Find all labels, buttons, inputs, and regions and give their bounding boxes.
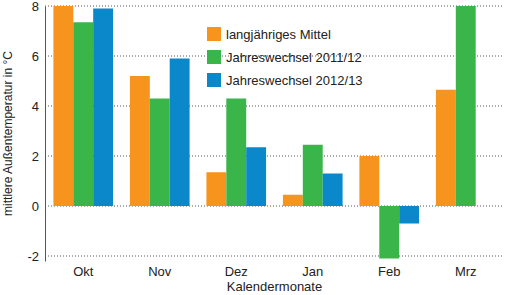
y-tick-label: 2 — [32, 149, 39, 164]
x-tick-label: Dez — [225, 264, 248, 279]
bar — [379, 206, 399, 259]
x-tick-label: Jan — [302, 264, 323, 279]
x-axis-line — [46, 261, 505, 262]
y-tick-label: 4 — [32, 99, 39, 114]
grid-line — [45, 206, 504, 207]
legend-item: Jahreswechsel 2012/13 — [207, 73, 363, 88]
chart: -2 0 2 4 6 8 Okt Nov Dez Jan Feb Mrz Kalendermonate m… — [0, 0, 506, 295]
y-tick-label: 8 — [32, 0, 39, 14]
y-tick-label: 6 — [32, 49, 39, 64]
x-tick-label: Okt — [73, 264, 94, 279]
x-axis: Okt Nov Dez Jan Feb Mrz — [46, 261, 505, 279]
bar — [93, 9, 113, 207]
grid-line — [45, 256, 504, 257]
legend-label: Jahreswechsel 2012/13 — [226, 73, 363, 88]
y-tick: 0 — [32, 199, 45, 214]
x-axis-title: Kalendermonate — [227, 279, 322, 294]
bar — [436, 90, 456, 206]
legend-item: Jahreswechsel 2011/12 — [207, 50, 362, 65]
y-tick: 4 — [32, 99, 45, 114]
x-tick: Mrz — [455, 261, 477, 279]
bar — [226, 99, 246, 207]
legend-swatch — [207, 73, 221, 87]
legend-label: Jahreswechsel 2011/12 — [226, 50, 362, 65]
x-tick-label: Feb — [378, 264, 400, 279]
y-axis: -2 0 2 4 6 8 — [27, 0, 45, 264]
y-tick: 6 — [32, 49, 45, 64]
bar — [130, 76, 150, 206]
legend: langjähriges Mittel Jahreswechsel 2011/12… — [207, 27, 363, 88]
y-axis-line — [45, 7, 46, 262]
legend-swatch — [207, 27, 221, 41]
x-tick: Dez — [225, 261, 248, 279]
bar — [359, 156, 379, 206]
legend-item: langjähriges Mittel — [207, 27, 331, 42]
x-tick: Feb — [378, 261, 400, 279]
grid-line — [45, 106, 504, 107]
bar — [456, 6, 476, 206]
grid — [45, 6, 504, 256]
bar — [246, 147, 266, 206]
bar — [73, 22, 93, 206]
bar — [206, 172, 226, 206]
bar — [399, 206, 419, 224]
bars — [53, 6, 475, 259]
y-tick-label: -2 — [27, 249, 39, 264]
bar — [150, 99, 170, 207]
bar — [53, 6, 73, 206]
bar — [283, 195, 303, 206]
y-tick: 2 — [32, 149, 45, 164]
x-tick-label: Mrz — [455, 264, 477, 279]
y-axis-title: mittlere Außentemperatur in °C — [1, 51, 15, 216]
y-tick: 8 — [32, 0, 45, 14]
y-tick-label: 0 — [32, 199, 39, 214]
x-tick: Nov — [148, 261, 172, 279]
x-tick: Jan — [302, 261, 323, 279]
x-tick-label: Nov — [148, 264, 172, 279]
bar — [323, 174, 343, 207]
y-tick: -2 — [27, 249, 45, 264]
grid-line — [45, 6, 504, 7]
bar — [303, 145, 323, 206]
bar — [170, 59, 190, 207]
legend-swatch — [207, 50, 221, 64]
grid-line — [45, 156, 504, 157]
x-tick: Okt — [73, 261, 94, 279]
legend-label: langjähriges Mittel — [226, 27, 331, 42]
